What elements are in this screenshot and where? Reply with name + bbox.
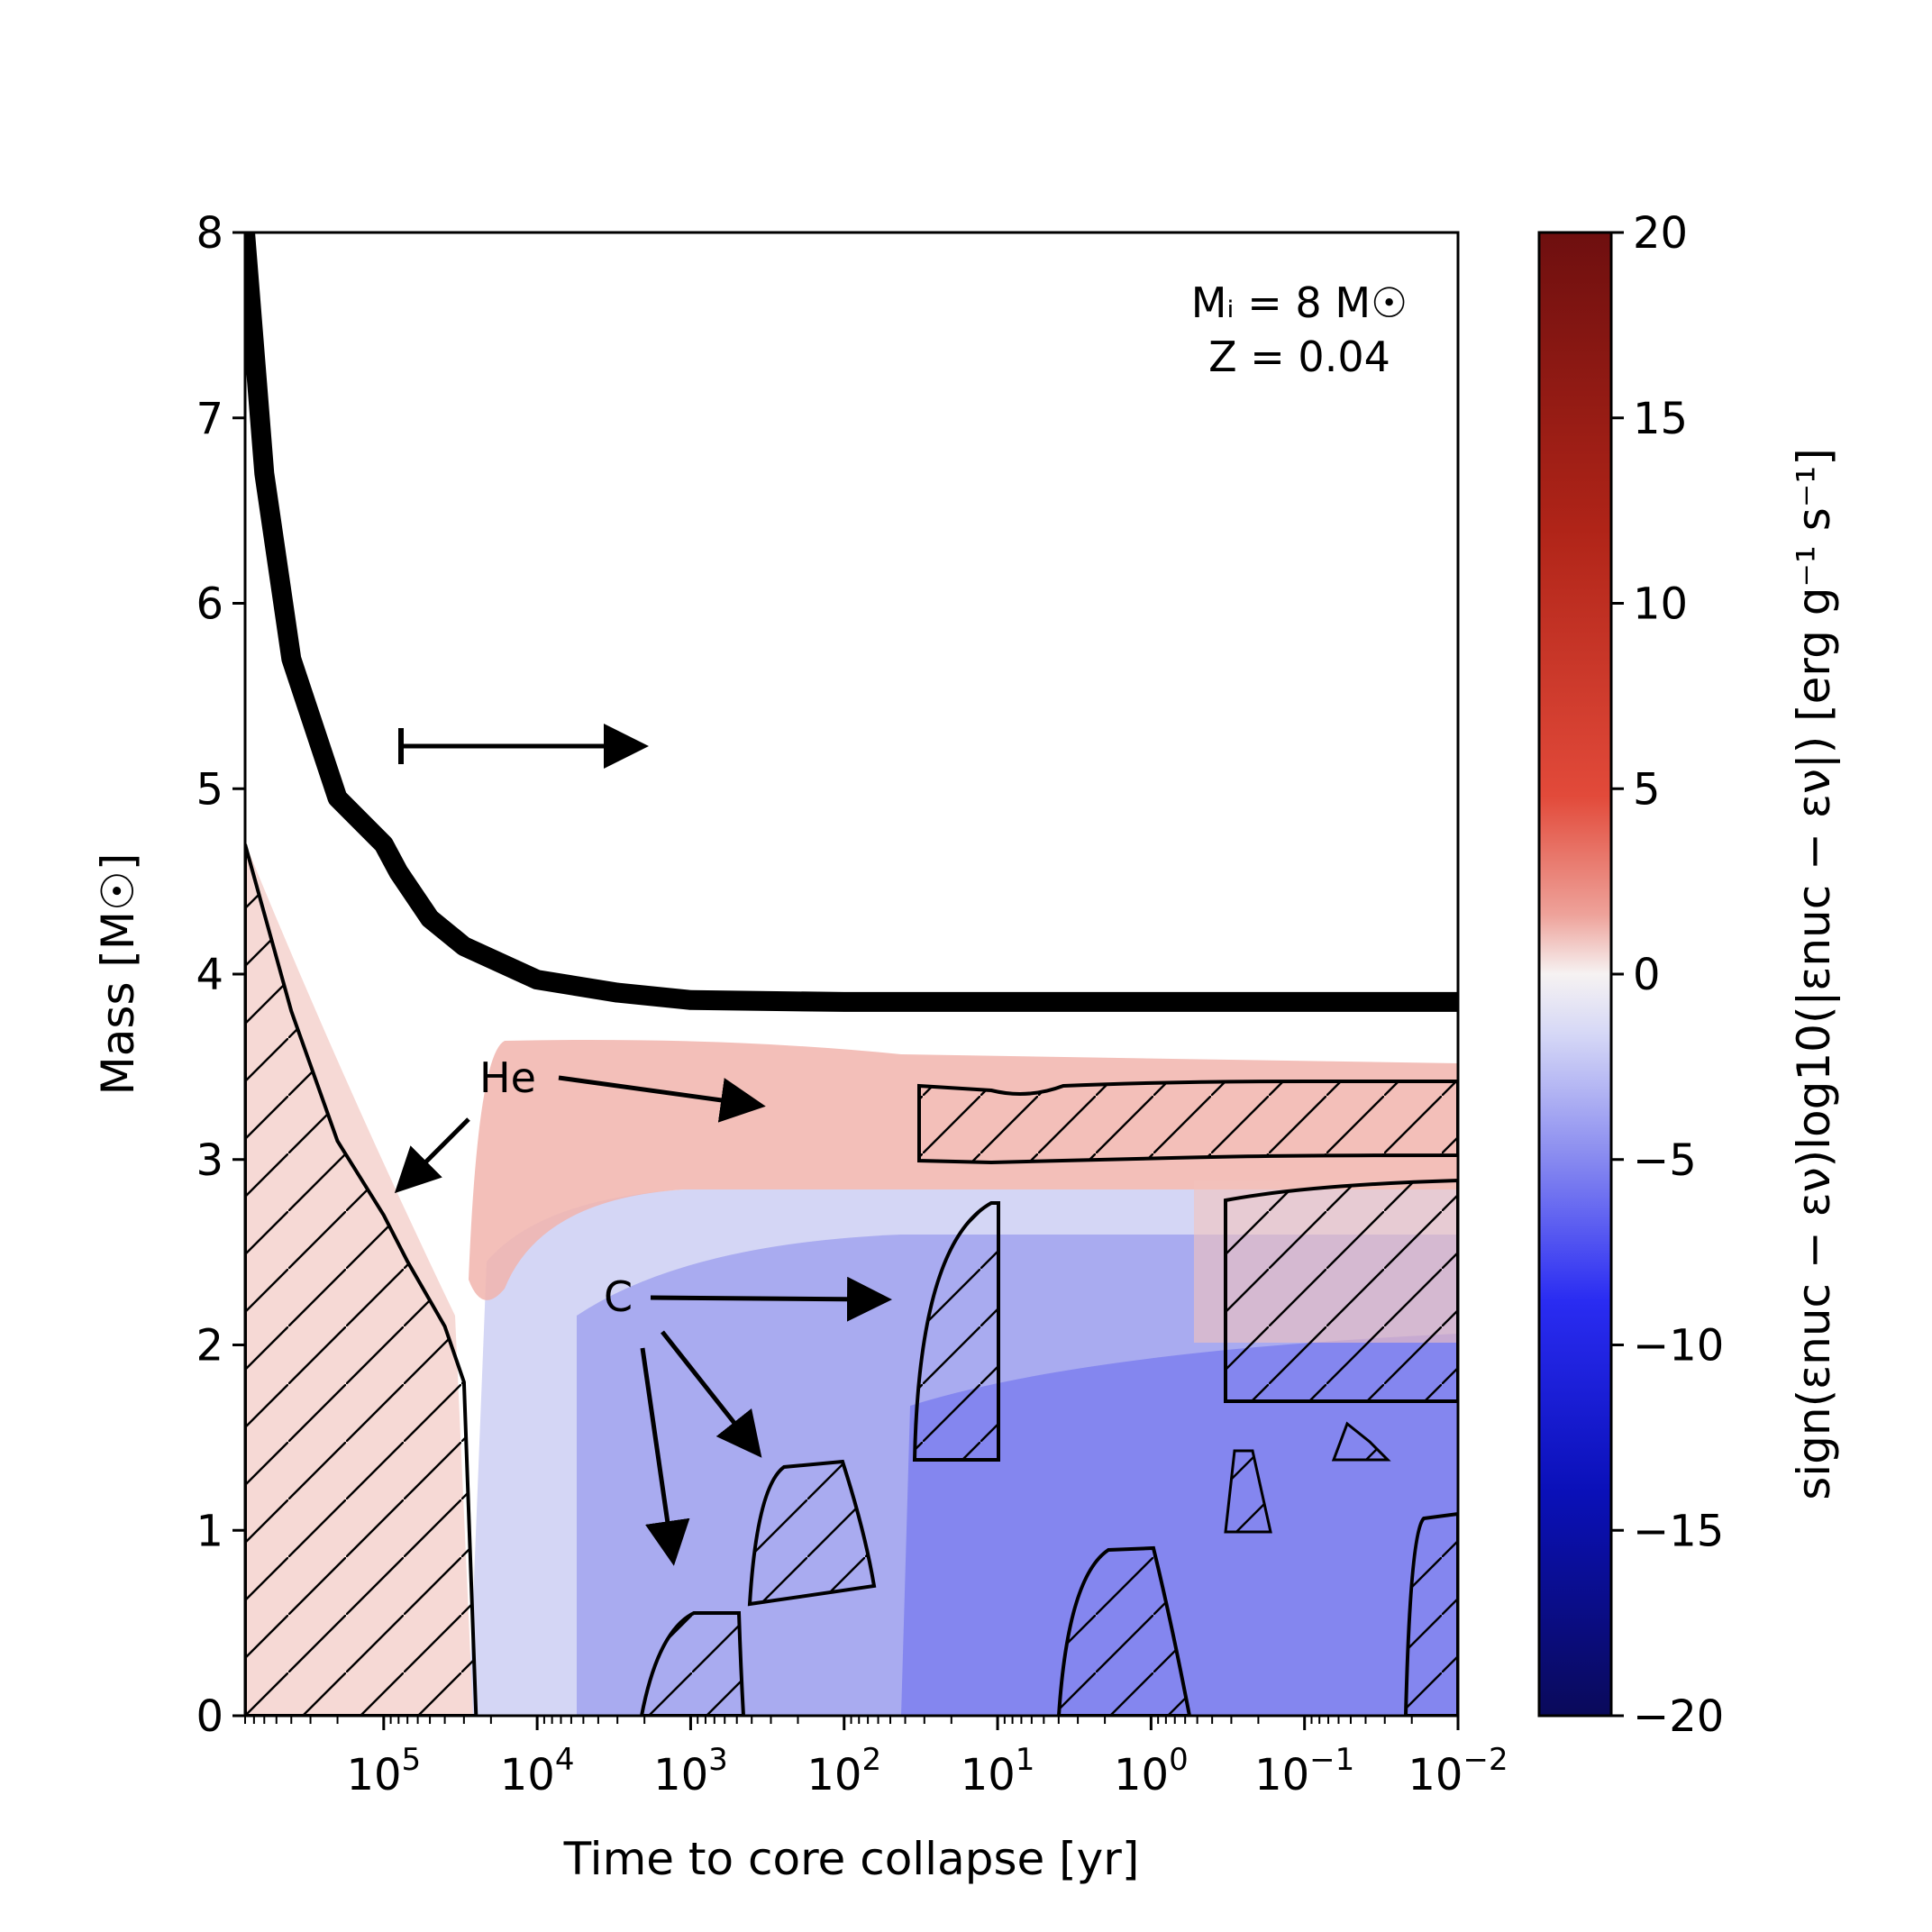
x-axis-minor-ticks bbox=[244, 1716, 1413, 1724]
y-tick-label: 5 bbox=[196, 764, 223, 815]
annotation-mass: Mᵢ = 8 M☉ bbox=[1191, 278, 1408, 327]
colorbar-tick-label: 10 bbox=[1633, 579, 1688, 630]
he-arrow-core bbox=[394, 1117, 470, 1194]
colorbar-tick-label: −10 bbox=[1633, 1321, 1724, 1372]
total-mass-curve bbox=[245, 232, 1458, 1012]
he-convective-core bbox=[245, 843, 478, 1716]
x-tick-exponent: 3 bbox=[708, 1742, 728, 1778]
y-axis-label: Mass [M☉] bbox=[92, 853, 144, 1096]
x-tick-exponent: −2 bbox=[1463, 1742, 1508, 1778]
c-zone-2 bbox=[747, 1459, 877, 1607]
c-zone-1 bbox=[639, 1611, 746, 1716]
x-tick-base: 10 bbox=[653, 1750, 708, 1800]
c-label: C bbox=[604, 1272, 633, 1321]
x-tick-base: 10 bbox=[1254, 1750, 1309, 1800]
colorbar-tick-label: 15 bbox=[1633, 394, 1688, 444]
colorbar bbox=[1537, 231, 1613, 1718]
colorbar-tick-label: 5 bbox=[1633, 764, 1661, 815]
x-tick-exponent: −1 bbox=[1309, 1742, 1354, 1778]
x-tick-base: 10 bbox=[807, 1750, 861, 1800]
colorbar-tick-label: 0 bbox=[1633, 950, 1661, 1000]
c-arrow-1 bbox=[650, 1276, 892, 1322]
colorbar-tick-label: −20 bbox=[1633, 1691, 1724, 1742]
c-zone-5 bbox=[1056, 1545, 1192, 1716]
x-tick-exponent: 4 bbox=[555, 1742, 575, 1778]
y-tick-label: 4 bbox=[196, 950, 223, 1000]
colorbar-tick-label: −15 bbox=[1633, 1506, 1724, 1556]
x-axis-label: Time to core collapse [yr] bbox=[563, 1833, 1140, 1885]
x-tick-base: 10 bbox=[1114, 1750, 1169, 1800]
x-tick-label: 10−2 bbox=[1408, 1742, 1508, 1800]
x-tick-label: 105 bbox=[346, 1742, 421, 1800]
x-tick-exponent: 2 bbox=[861, 1742, 881, 1778]
convective-zones bbox=[245, 843, 1458, 1716]
x-tick-label: 100 bbox=[1114, 1742, 1189, 1800]
x-tick-label: 104 bbox=[500, 1742, 575, 1800]
c-zone-4 bbox=[1224, 1178, 1458, 1403]
x-tick-label: 10−1 bbox=[1254, 1742, 1354, 1800]
he-arrow-shell bbox=[558, 1075, 766, 1123]
y-tick-label: 8 bbox=[196, 208, 223, 259]
field-negative-deep bbox=[901, 1334, 1458, 1716]
y-tick-label: 2 bbox=[196, 1321, 223, 1372]
colorbar-tick-label: −5 bbox=[1633, 1135, 1697, 1186]
x-tick-label: 102 bbox=[807, 1742, 881, 1800]
arrows bbox=[394, 724, 892, 1566]
x-tick-label: 101 bbox=[961, 1742, 1035, 1800]
he-shell-zone bbox=[917, 1080, 1458, 1165]
x-tick-base: 10 bbox=[346, 1750, 401, 1800]
y-tick-label: 3 bbox=[196, 1135, 223, 1186]
y-tick-label: 6 bbox=[196, 579, 223, 630]
he-label: He bbox=[479, 1053, 536, 1102]
y-tick-label: 7 bbox=[196, 394, 223, 444]
colorbar-label: sign(εnuc − εν)log10(|εnuc − εν|) [erg g… bbox=[1788, 448, 1840, 1500]
x-tick-base: 10 bbox=[500, 1750, 555, 1800]
y-tick-label: 1 bbox=[196, 1506, 223, 1556]
x-tick-exponent: 1 bbox=[1016, 1742, 1035, 1778]
c-zone-3 bbox=[912, 1201, 1000, 1462]
colorbar-ticks: 20 15 10 5 0 −5 −10 −15 −20 bbox=[1611, 208, 1724, 1742]
x-axis-ticks: 105 104 103 102 101 100 10−1 10−2 bbox=[346, 1716, 1508, 1800]
x-tick-exponent: 5 bbox=[402, 1742, 422, 1778]
x-tick-base: 10 bbox=[961, 1750, 1016, 1800]
c-zone-7 bbox=[1224, 1449, 1272, 1534]
colorbar-tick-label: 20 bbox=[1633, 208, 1688, 259]
c-arrow-3 bbox=[640, 1347, 690, 1566]
y-tick-label: 0 bbox=[196, 1691, 223, 1742]
c-zone-8 bbox=[1331, 1421, 1391, 1462]
c-zone-6 bbox=[1403, 1511, 1458, 1716]
c-arrow-2 bbox=[661, 1330, 762, 1458]
annotation-metallicity: Z = 0.04 bbox=[1208, 333, 1390, 381]
x-tick-exponent: 0 bbox=[1169, 1742, 1189, 1778]
x-tick-base: 10 bbox=[1408, 1750, 1463, 1800]
x-tick-label: 103 bbox=[653, 1742, 728, 1800]
y-axis-ticks: 0 1 2 3 4 5 6 7 8 bbox=[196, 208, 245, 1742]
